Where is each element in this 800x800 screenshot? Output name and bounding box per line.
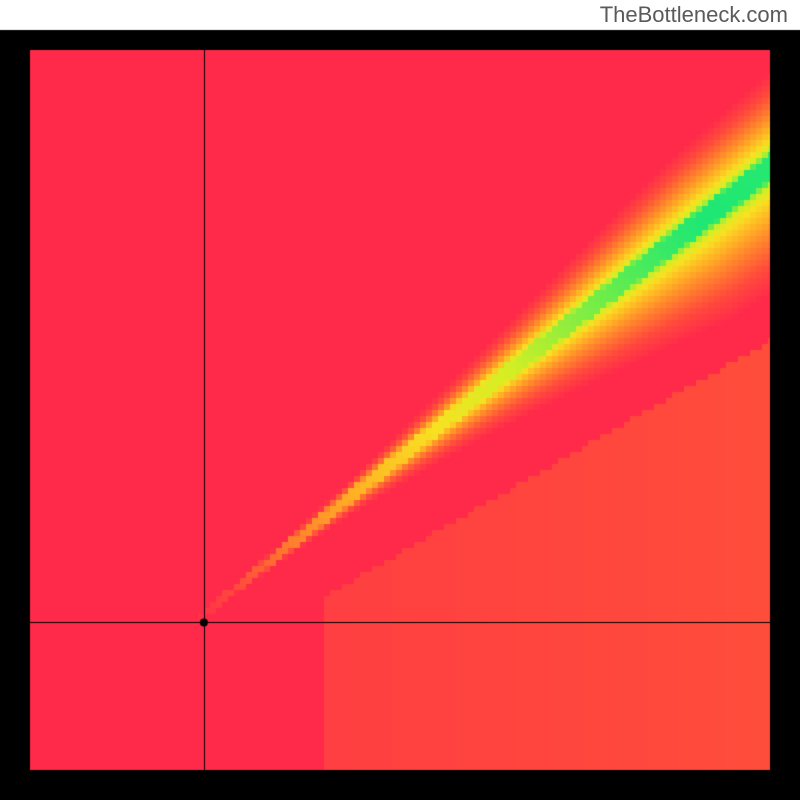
attribution-watermark: TheBottleneck.com (600, 2, 788, 28)
bottleneck-heatmap (0, 0, 800, 800)
chart-container: TheBottleneck.com (0, 0, 800, 800)
